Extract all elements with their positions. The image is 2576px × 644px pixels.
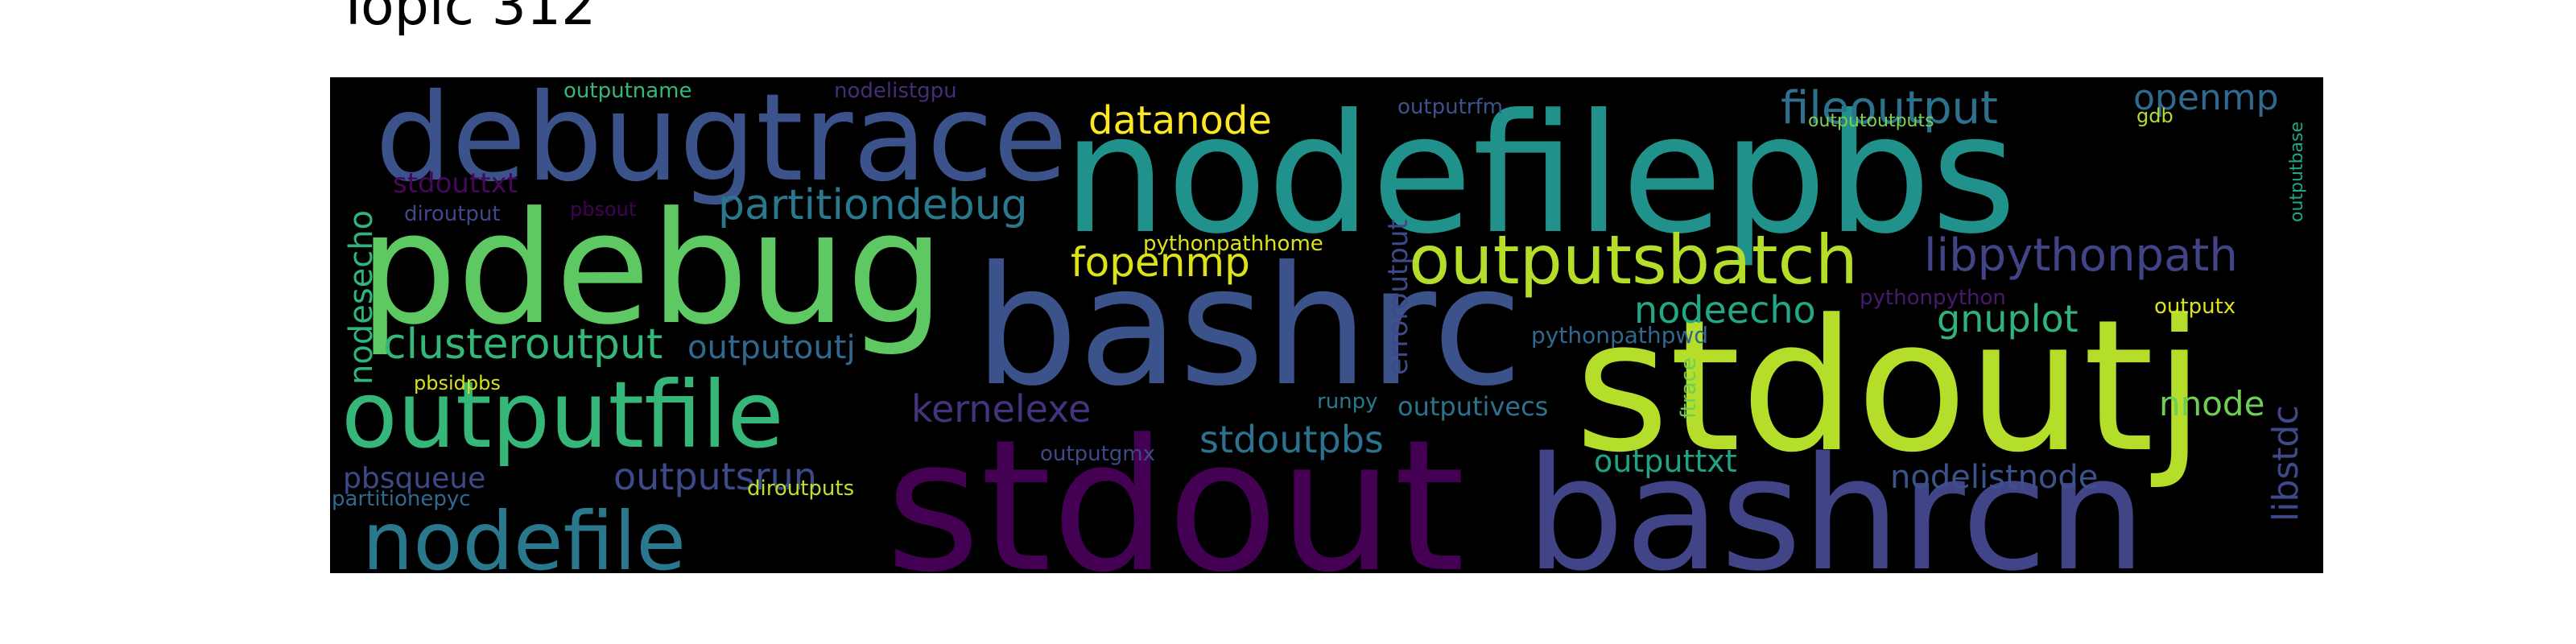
word-outputtxt: outputtxt [1594, 444, 1737, 479]
word-runpy: runpy [1317, 390, 1378, 414]
word-partitionepyc: partitionepyc [332, 487, 471, 511]
word-outputfile: outputfile [341, 361, 784, 469]
figure-title: Topic 312 [336, 0, 597, 38]
word-outputoutj: outputoutj [687, 329, 856, 366]
word-stdout: stdout [886, 401, 1465, 573]
word-kernelexe: kernelexe [911, 387, 1091, 431]
word-fopenmp: fopenmp [1071, 239, 1250, 286]
word-pbsidpbs: pbsidpbs [414, 372, 501, 394]
word-stdoutj: stdoutj [1575, 281, 2205, 493]
word-outputivecs: outputivecs [1397, 391, 1548, 422]
word-pbsqueue: pbsqueue [343, 462, 485, 495]
word-erroroutput: erroroutput [1382, 219, 1414, 375]
word-outputrfm: outputrfm [1397, 95, 1503, 119]
word-openmp: openmp [2133, 77, 2279, 118]
word-libstdc: libstdc [2265, 405, 2306, 522]
word-nodesecho: nodesecho [343, 210, 380, 385]
word-nodelistgpu: nodelistgpu [834, 79, 957, 103]
word-pbsout: pbsout [570, 198, 636, 221]
word-outputx: outputx [2154, 295, 2235, 319]
word-nodelistnode: nodelistnode [1890, 459, 2098, 496]
word-outputoutputs: outputoutputs [1808, 111, 1934, 131]
word-cloud: stdout stdoutj nodefilepbs bashrc bashrcn pde… [330, 77, 2323, 573]
word-outputsbatch: outputsbatch [1409, 221, 1858, 299]
word-pdebug: pdebug [359, 180, 944, 359]
word-outputbase: outputbase [2287, 122, 2307, 222]
word-fileoutput: fileoutput [1781, 82, 1998, 134]
word-ftrace: ftrace [1677, 357, 1701, 419]
word-nnode: nnode [2159, 384, 2264, 423]
word-outputgmx: outputgmx [1040, 442, 1155, 466]
word-outputname: outputname [564, 79, 692, 103]
word-nodeecho: nodeecho [1634, 288, 1816, 332]
word-nodefilepbs: nodefilepbs [1063, 80, 2017, 270]
word-pythonpython: pythonpython [1860, 286, 2006, 310]
word-datanode: datanode [1088, 98, 1272, 143]
word-nodefile: nodefile [362, 494, 686, 573]
word-libpythonpath: libpythonpath [1924, 229, 2238, 282]
word-partitiondebug: partitiondebug [718, 181, 1028, 229]
word-gdb: gdb [2136, 105, 2174, 127]
word-bashrcn: bashrcn [1525, 423, 2146, 573]
word-bashrc: bashrc [974, 232, 1523, 423]
word-gnuplot: gnuplot [1937, 297, 2079, 341]
word-clusteroutput: clusteroutput [383, 320, 663, 369]
word-pythonpathpwd: pythonpathpwd [1531, 322, 1708, 349]
word-stdoutpbs: stdoutpbs [1199, 418, 1384, 461]
word-diroutput: diroutput [404, 202, 501, 226]
word-debugtrace: debugtrace [375, 77, 1067, 208]
word-outputsrun: outputsrun [613, 455, 817, 498]
word-diroutputs: diroutputs [747, 477, 854, 501]
word-stdouttxt: stdouttxt [393, 167, 518, 200]
word-pythonpathhome: pythonpathhome [1143, 232, 1323, 256]
